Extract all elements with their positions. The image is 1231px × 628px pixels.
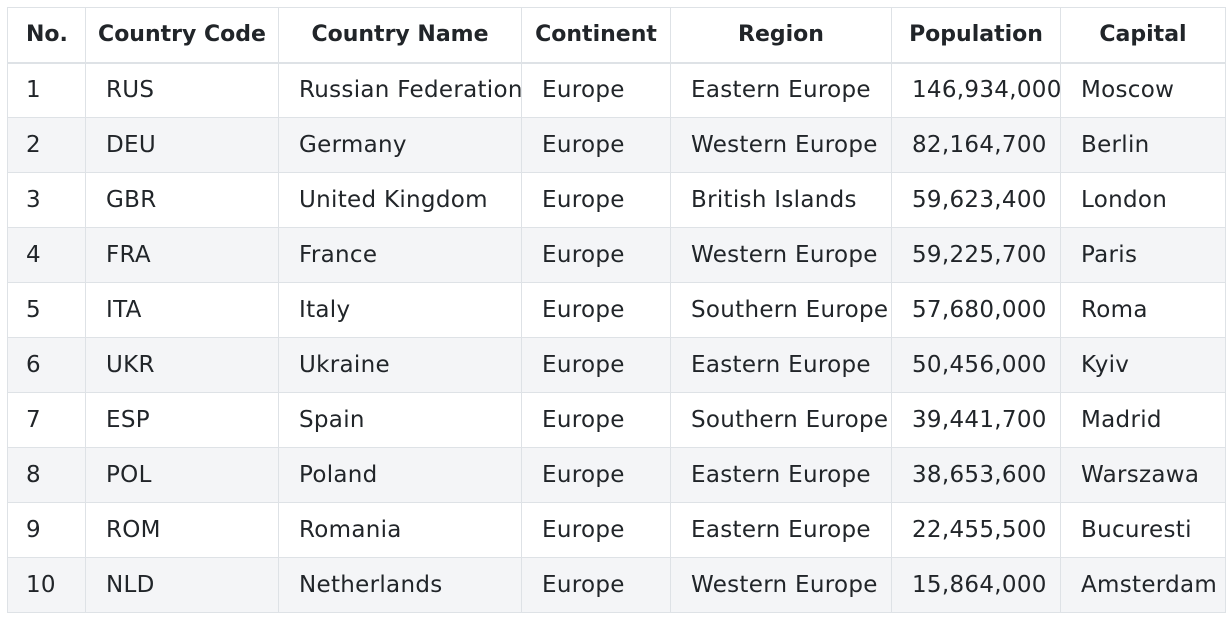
cell-country-code: RUS (85, 62, 279, 118)
cell-population: 38,653,600 (891, 447, 1061, 503)
table-row[interactable]: 9 ROM Romania Europe Eastern Europe 22,455,50… (7, 502, 1226, 558)
cell-country-name: Russian Federation (278, 62, 522, 118)
column-header-country-name[interactable]: Country Name (278, 7, 522, 64)
cell-country-code: GBR (85, 172, 279, 228)
cell-region: British Islands (670, 172, 892, 228)
cell-continent: Europe (521, 227, 671, 283)
cell-no: 8 (7, 447, 86, 503)
cell-country-name: Poland (278, 447, 522, 503)
cell-population: 59,623,400 (891, 172, 1061, 228)
table-row[interactable]: 6 UKR Ukraine Europe Eastern Europe 50,456,00… (7, 337, 1226, 393)
cell-population: 15,864,000 (891, 557, 1061, 613)
table-row[interactable]: 8 POL Poland Europe Eastern Europe 38,653,600… (7, 447, 1226, 503)
cell-population: 59,225,700 (891, 227, 1061, 283)
column-header-capital[interactable]: Capital (1060, 7, 1226, 64)
cell-continent: Europe (521, 117, 671, 173)
cell-continent: Europe (521, 337, 671, 393)
cell-country-code: NLD (85, 557, 279, 613)
cell-population: 22,455,500 (891, 502, 1061, 558)
table-body: 1 RUS Russian Federation Europe Eastern Euro… (7, 62, 1226, 613)
table-row[interactable]: 3 GBR United Kingdom Europe British Islands 5… (7, 172, 1226, 228)
table-row[interactable]: 7 ESP Spain Europe Southern Europe 39,441,700… (7, 392, 1226, 448)
cell-region: Eastern Europe (670, 502, 892, 558)
header-row: No. Country Code Country Name Continent … (7, 7, 1226, 64)
cell-continent: Europe (521, 62, 671, 118)
cell-capital: Kyiv (1060, 337, 1226, 393)
cell-capital: Roma (1060, 282, 1226, 338)
column-header-continent[interactable]: Continent (521, 7, 671, 64)
cell-region: Western Europe (670, 227, 892, 283)
cell-no: 6 (7, 337, 86, 393)
table-row[interactable]: 5 ITA Italy Europe Southern Europe 57,680,000… (7, 282, 1226, 338)
cell-capital: Warszawa (1060, 447, 1226, 503)
cell-capital: Paris (1060, 227, 1226, 283)
cell-no: 1 (7, 62, 86, 118)
cell-capital: Berlin (1060, 117, 1226, 173)
cell-no: 4 (7, 227, 86, 283)
cell-capital: Bucuresti (1060, 502, 1226, 558)
countries-table-container: No. Country Code Country Name Continent … (7, 7, 1226, 613)
cell-no: 7 (7, 392, 86, 448)
column-header-country-code[interactable]: Country Code (85, 7, 279, 64)
cell-country-name: France (278, 227, 522, 283)
cell-country-code: FRA (85, 227, 279, 283)
cell-population: 39,441,700 (891, 392, 1061, 448)
cell-capital: Madrid (1060, 392, 1226, 448)
cell-population: 57,680,000 (891, 282, 1061, 338)
column-header-population[interactable]: Population (891, 7, 1061, 64)
cell-capital: Moscow (1060, 62, 1226, 118)
cell-no: 3 (7, 172, 86, 228)
cell-capital: London (1060, 172, 1226, 228)
cell-continent: Europe (521, 502, 671, 558)
cell-continent: Europe (521, 172, 671, 228)
cell-no: 10 (7, 557, 86, 613)
cell-no: 2 (7, 117, 86, 173)
cell-population: 146,934,000 (891, 62, 1061, 118)
cell-population: 50,456,000 (891, 337, 1061, 393)
cell-country-name: Ukraine (278, 337, 522, 393)
cell-country-code: POL (85, 447, 279, 503)
cell-country-name: Netherlands (278, 557, 522, 613)
cell-country-name: Romania (278, 502, 522, 558)
countries-table: No. Country Code Country Name Continent … (7, 7, 1226, 613)
table-row[interactable]: 4 FRA France Europe Western Europe 59,225,700… (7, 227, 1226, 283)
cell-no: 5 (7, 282, 86, 338)
cell-region: Southern Europe (670, 392, 892, 448)
column-header-region[interactable]: Region (670, 7, 892, 64)
cell-country-code: ITA (85, 282, 279, 338)
cell-population: 82,164,700 (891, 117, 1061, 173)
cell-continent: Europe (521, 557, 671, 613)
cell-region: Eastern Europe (670, 447, 892, 503)
cell-country-name: Italy (278, 282, 522, 338)
cell-country-code: UKR (85, 337, 279, 393)
cell-region: Eastern Europe (670, 62, 892, 118)
cell-country-name: United Kingdom (278, 172, 522, 228)
cell-capital: Amsterdam (1060, 557, 1226, 613)
cell-region: Western Europe (670, 557, 892, 613)
table-row[interactable]: 2 DEU Germany Europe Western Europe 82,164,70… (7, 117, 1226, 173)
cell-country-code: ROM (85, 502, 279, 558)
cell-country-name: Germany (278, 117, 522, 173)
cell-region: Eastern Europe (670, 337, 892, 393)
cell-country-code: DEU (85, 117, 279, 173)
table-row[interactable]: 1 RUS Russian Federation Europe Eastern Euro… (7, 62, 1226, 118)
table-header: No. Country Code Country Name Continent … (7, 7, 1226, 64)
cell-country-code: ESP (85, 392, 279, 448)
cell-continent: Europe (521, 282, 671, 338)
table-row[interactable]: 10 NLD Netherlands Europe Western Europe 15,8… (7, 557, 1226, 613)
cell-continent: Europe (521, 447, 671, 503)
column-header-no[interactable]: No. (7, 7, 86, 64)
cell-region: Western Europe (670, 117, 892, 173)
cell-region: Southern Europe (670, 282, 892, 338)
cell-no: 9 (7, 502, 86, 558)
cell-continent: Europe (521, 392, 671, 448)
cell-country-name: Spain (278, 392, 522, 448)
